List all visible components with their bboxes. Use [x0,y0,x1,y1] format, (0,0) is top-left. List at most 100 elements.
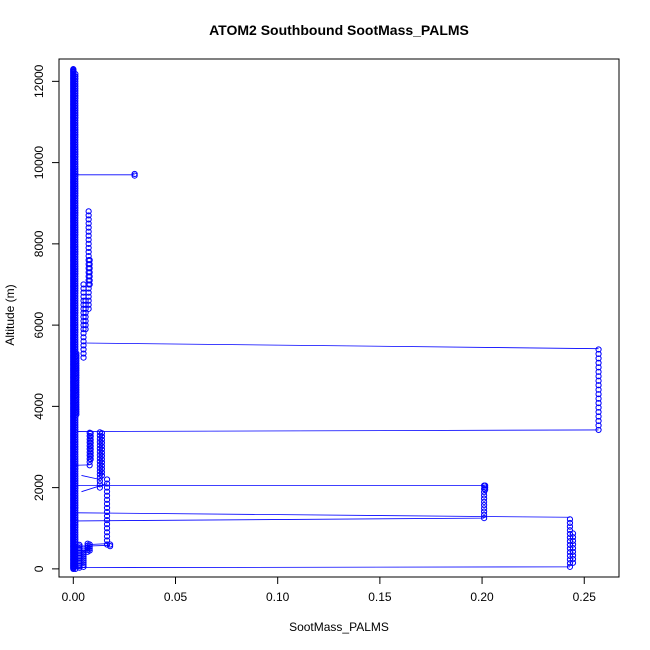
data-point [566,563,574,570]
data-point [103,512,111,520]
data-point [87,439,94,447]
data-point [566,556,574,563]
data-point [85,285,92,292]
x-tick-label: 0.15 [368,590,392,604]
data-point [85,297,92,304]
data-point [96,478,103,485]
data-point [98,472,106,479]
x-tick-label: 0.10 [266,590,290,604]
data-point [103,537,111,544]
data-point [82,297,89,304]
data-point [566,552,574,559]
x-axis-label: SootMass_PALMS [289,620,389,634]
data-point [566,549,574,556]
data-point [87,436,94,443]
data-point [98,469,106,476]
data-point [595,368,602,375]
data-point [103,525,111,532]
data-point [595,404,602,411]
y-tick-label: 4000 [32,393,46,420]
y-axis-label: Altitude (m) [3,284,17,345]
data-point [566,527,574,534]
data-point [595,350,602,358]
y-axis: 0 2000 4000 6000 8000 10000 12000 [32,64,60,572]
data-point [80,334,87,341]
data-point [98,430,106,437]
data-point [86,545,93,552]
data-point [85,228,92,235]
data-point [595,408,602,416]
data-point [98,449,106,456]
x-tick-label: 0.25 [573,590,597,604]
data-point [87,446,94,453]
data-point [569,545,577,552]
data-point [98,459,106,466]
data-point [103,480,111,487]
data-point [595,373,602,380]
data-point [98,456,106,463]
data-point [103,517,111,524]
y-tick-label: 8000 [32,230,46,257]
data-point [595,377,602,384]
data-point [569,541,577,548]
connecting-lines [73,174,599,569]
data-points [70,66,602,572]
data-point [85,236,92,243]
x-tick-label: 0.05 [164,590,188,604]
data-point [569,559,577,566]
data-point [82,317,89,325]
data-point [82,322,89,329]
data-point [85,293,92,300]
data-point [98,443,106,450]
data-point [595,417,602,425]
data-point [103,533,111,540]
data-point [595,391,602,398]
connecting-line [83,342,599,350]
data-point [86,543,93,550]
y-tick-label: 2000 [32,474,46,501]
data-point [595,395,602,402]
data-point [103,500,111,507]
data-point [569,548,577,555]
data-point [80,559,87,566]
data-point [87,443,94,450]
data-point [82,326,89,333]
data-point [87,452,94,460]
data-point [595,346,602,353]
data-point [131,170,138,178]
y-tick-label: 6000 [32,311,46,338]
data-point [80,551,87,558]
data-point [595,359,602,366]
connecting-line [77,512,570,518]
chart-title: ATOM2 Southbound SootMass_PALMS [209,22,469,38]
data-point [481,514,488,522]
data-point [86,273,93,280]
data-point [566,541,574,549]
data-point [566,538,574,545]
data-point [85,212,92,219]
data-point [595,426,602,434]
data-point [86,277,93,284]
data-point [86,547,93,554]
y-tick-label: 10000 [32,146,46,180]
data-point [80,561,87,568]
data-point [481,511,488,518]
data-point [98,439,106,447]
data-point [595,355,602,362]
x-axis: 0.00 0.05 0.10 0.15 0.20 0.25 [62,576,597,604]
connecting-line [77,429,599,432]
data-point [85,301,92,308]
data-point [80,354,87,361]
data-point [569,530,577,537]
data-point [86,462,93,469]
y-tick-label: 0 [32,565,46,572]
x-tick-label: 0.00 [62,590,86,604]
data-point [73,352,80,360]
data-point [98,433,106,440]
data-point [86,541,93,548]
data-point [96,484,103,491]
data-point [80,342,87,349]
data-point [566,560,574,567]
data-point [569,534,577,541]
data-point [96,481,103,488]
